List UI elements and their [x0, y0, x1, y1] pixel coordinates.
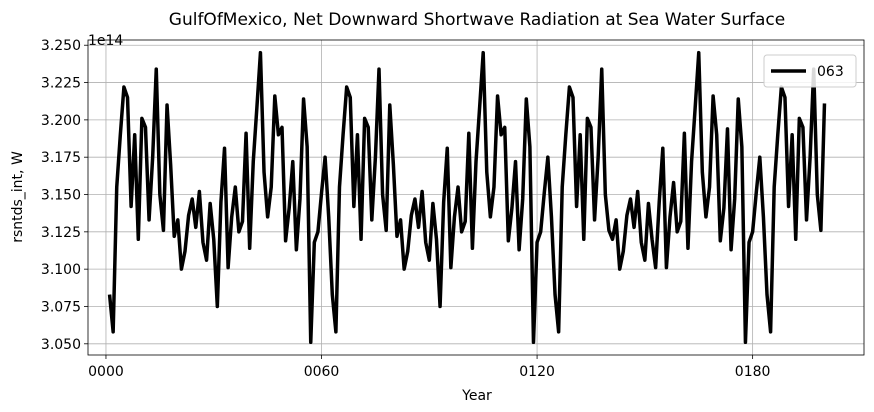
- y-tick-label: 3.075: [41, 299, 81, 315]
- y-tick-label: 3.125: [41, 225, 81, 241]
- x-tick-label: 0120: [519, 364, 555, 380]
- y-tick-label: 3.150: [41, 188, 81, 204]
- series-group: [107, 50, 827, 345]
- y-tick-label: 3.250: [41, 38, 81, 54]
- legend: 063: [763, 54, 857, 88]
- y-tick-label: 3.050: [41, 337, 81, 353]
- legend-box: [763, 54, 857, 88]
- y-axis: 3.050 3.075 3.100 3.125 3.150 3.175 3.200 3.225…: [41, 38, 88, 353]
- x-tick-label: 0000: [88, 364, 124, 380]
- chart-title: GulfOfMexico, Net Downward Shortwave Rad…: [169, 10, 785, 30]
- y-tick-label: 3.225: [41, 76, 81, 92]
- y-tick-label: 3.175: [41, 150, 81, 166]
- y-tick-label: 3.200: [41, 113, 81, 129]
- y-axis-label: rsntds_int, W: [10, 151, 26, 243]
- y-tick-label: 3.100: [41, 262, 81, 278]
- x-axis: 0000 0060 0120 0180: [88, 355, 770, 380]
- plot-area-frame: [87, 39, 865, 356]
- legend-label-063: 063: [817, 64, 844, 80]
- x-axis-label: Year: [461, 388, 492, 404]
- x-tick-label: 0180: [735, 364, 771, 380]
- series-line-063: [107, 50, 827, 345]
- x-tick-label: 0060: [304, 364, 340, 380]
